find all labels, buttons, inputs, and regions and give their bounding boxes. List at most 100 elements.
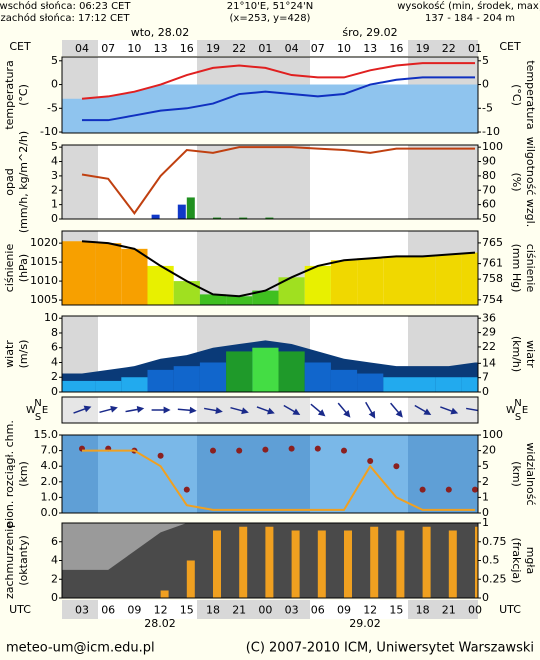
panel-frame	[61, 315, 479, 393]
wind-arrow	[466, 407, 478, 414]
column	[62, 380, 96, 392]
wind-arrow	[414, 404, 432, 415]
tz-label: CET	[9, 40, 31, 53]
y-tick-label: 7.0	[41, 444, 59, 457]
x-tick-label: 01	[258, 42, 272, 55]
day-label: śro, 29.02	[342, 26, 397, 39]
y-axis-label: wiatr	[3, 340, 16, 368]
x-tick-label: 15	[389, 604, 403, 617]
wind-arrow	[177, 406, 197, 414]
column	[304, 265, 331, 305]
y-axis-label: opad	[3, 168, 16, 195]
dot	[314, 445, 321, 452]
column	[199, 294, 227, 305]
wind-arrow	[440, 406, 459, 415]
night-band	[408, 145, 478, 219]
night-band	[408, 397, 478, 423]
y-tick-label: 0	[51, 212, 58, 225]
y-tick-label: 1	[51, 198, 58, 211]
column	[435, 377, 462, 392]
bar	[265, 217, 274, 219]
y-axis-label: (°C)	[17, 84, 30, 106]
x-tick-label: 09	[337, 604, 351, 617]
x-tick-label: 18	[416, 604, 430, 617]
column	[121, 248, 148, 305]
y2-axis-label: (km/h)	[510, 336, 523, 372]
bar	[475, 526, 478, 598]
tz-label: UTC	[9, 603, 31, 616]
wind-arrow	[230, 406, 249, 415]
arrow-head	[267, 407, 275, 415]
x-tick-label: 15	[180, 604, 194, 617]
y-axis-label: (hPa)	[17, 254, 30, 282]
column	[199, 362, 227, 392]
wind-arrow	[283, 404, 301, 415]
arrow-head	[292, 408, 301, 415]
wind-arrow	[99, 405, 118, 414]
y-tick-label: 4	[51, 554, 58, 567]
column	[357, 373, 384, 392]
x-tick-label: 21	[232, 604, 246, 617]
y2-tick-label: 5	[482, 54, 489, 67]
y2-tick-label: 2	[482, 475, 489, 488]
y2-tick-label: 0	[482, 385, 489, 398]
night-band	[62, 40, 98, 56]
y-axis-label: (oktanty)	[17, 535, 30, 586]
y-tick-label: 8	[51, 326, 58, 339]
y-tick-label: 0.0	[41, 506, 59, 519]
y-tick-label: 0	[51, 385, 58, 398]
compass-label: E	[522, 405, 528, 416]
bar	[422, 526, 431, 598]
x-tick-label: 21	[442, 604, 456, 617]
y2-tick-label: 0.25	[482, 572, 507, 585]
x-tick-label: 16	[389, 42, 403, 55]
y-tick-label: 0	[51, 591, 58, 604]
x-tick-label: 00	[258, 604, 272, 617]
y-tick-label: 1020	[30, 236, 58, 249]
series-line	[81, 146, 475, 215]
y-tick-label: 1005	[30, 293, 58, 306]
column	[409, 377, 436, 392]
wind-arrow	[256, 406, 275, 415]
y2-tick-label: 5	[482, 459, 489, 472]
y2-tick-label: 761	[482, 257, 503, 270]
x-tick-label: 18	[206, 604, 220, 617]
y2-axis-label: (frakcja)	[510, 538, 523, 584]
y2-tick-label: 70	[482, 183, 496, 196]
panel	[62, 523, 478, 598]
y2-tick-label: 29	[482, 326, 496, 339]
column	[173, 366, 200, 392]
column	[147, 369, 174, 392]
arrow-head	[343, 410, 351, 418]
y2-tick-label: 20	[482, 444, 496, 457]
column	[409, 256, 436, 305]
compass-label: N	[514, 398, 521, 409]
y-tick-label: 4	[51, 155, 58, 168]
arrow-head	[189, 406, 197, 414]
column	[95, 243, 122, 305]
y2-axis-label: wilgotność wzgl.	[524, 137, 537, 227]
y-tick-label: 2	[51, 183, 58, 196]
y-tick-label: 1010	[30, 274, 58, 287]
panel	[81, 146, 475, 219]
footer-copyright: (C) 2007-2010 ICM, Uniwersytet Warszawsk…	[246, 641, 534, 656]
dot	[393, 463, 400, 470]
panel	[62, 62, 478, 133]
panel-frame	[61, 396, 479, 424]
y2-tick-label: 7	[482, 371, 489, 384]
night-band	[197, 145, 310, 219]
y2-tick-label: 80	[482, 169, 496, 182]
dot	[262, 446, 269, 453]
compass-label: S	[35, 412, 41, 423]
bar	[160, 590, 169, 598]
y2-tick-label: 758	[482, 272, 503, 285]
x-tick-label: 19	[206, 42, 220, 55]
y2-tick-label: 754	[482, 293, 503, 306]
column	[330, 369, 358, 392]
grid-point: (x=253, y=428)	[230, 13, 311, 24]
column	[278, 351, 305, 392]
wind-arrow	[151, 406, 171, 414]
y2-tick-label: 0	[482, 78, 489, 91]
dot	[445, 486, 452, 493]
x-tick-label: 19	[416, 42, 430, 55]
